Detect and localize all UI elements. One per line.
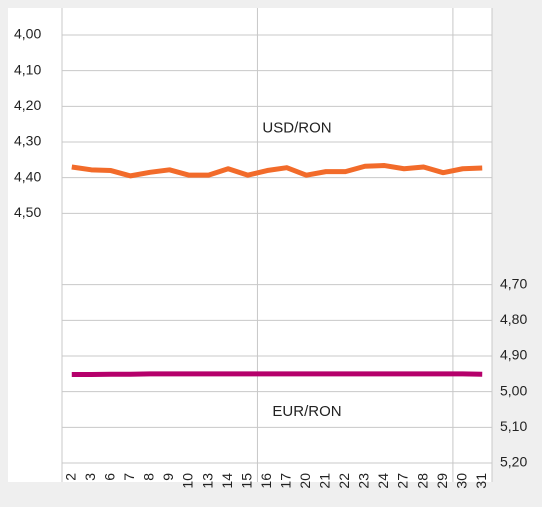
series-label: EUR/RON — [272, 403, 341, 420]
x-tick-label: 20 — [297, 473, 313, 489]
x-tick-label: 3 — [82, 473, 98, 481]
x-tick-label: 7 — [121, 473, 137, 481]
y-tick-label: 4,40 — [14, 168, 41, 184]
x-tick-label: 15 — [238, 473, 254, 489]
x-tick-label: 17 — [277, 473, 293, 489]
y2-tick-label: 4,70 — [500, 275, 527, 291]
x-tick-label: 28 — [414, 473, 430, 489]
y-tick-label: 4,10 — [14, 61, 41, 77]
x-tick-label: 14 — [219, 473, 235, 489]
x-tick-label: 10 — [180, 473, 196, 489]
y-tick-label: 4,30 — [14, 133, 41, 149]
series-label: USD/RON — [262, 120, 331, 137]
x-tick-label: 21 — [317, 473, 333, 489]
series-line — [71, 163, 483, 179]
x-tick-label: 27 — [395, 473, 411, 489]
y2-tick-label: 5,20 — [500, 454, 527, 470]
x-tick-label: 29 — [434, 473, 450, 489]
x-tick-label: 13 — [199, 473, 215, 489]
y-tick-label: 4,00 — [14, 26, 41, 42]
y-tick-label: 4,20 — [14, 97, 41, 113]
series-line — [71, 371, 483, 378]
x-tick-label: 23 — [356, 473, 372, 489]
x-tick-label: 8 — [141, 473, 157, 481]
y2-tick-label: 4,90 — [500, 347, 527, 363]
plot-background — [8, 8, 492, 482]
x-tick-label: 22 — [336, 473, 352, 489]
x-tick-label: 9 — [160, 473, 176, 481]
y2-tick-label: 5,00 — [500, 382, 527, 398]
x-tick-label: 30 — [453, 473, 469, 489]
y2-tick-label: 4,80 — [500, 311, 527, 327]
y-tick-label: 4,50 — [14, 204, 41, 220]
x-tick-label: 24 — [375, 473, 391, 489]
x-tick-label: 2 — [62, 473, 78, 481]
x-tick-label: 31 — [473, 473, 489, 489]
x-tick-label: 16 — [258, 473, 274, 489]
x-tick-label: 6 — [102, 473, 118, 481]
y2-tick-label: 5,10 — [500, 418, 527, 434]
